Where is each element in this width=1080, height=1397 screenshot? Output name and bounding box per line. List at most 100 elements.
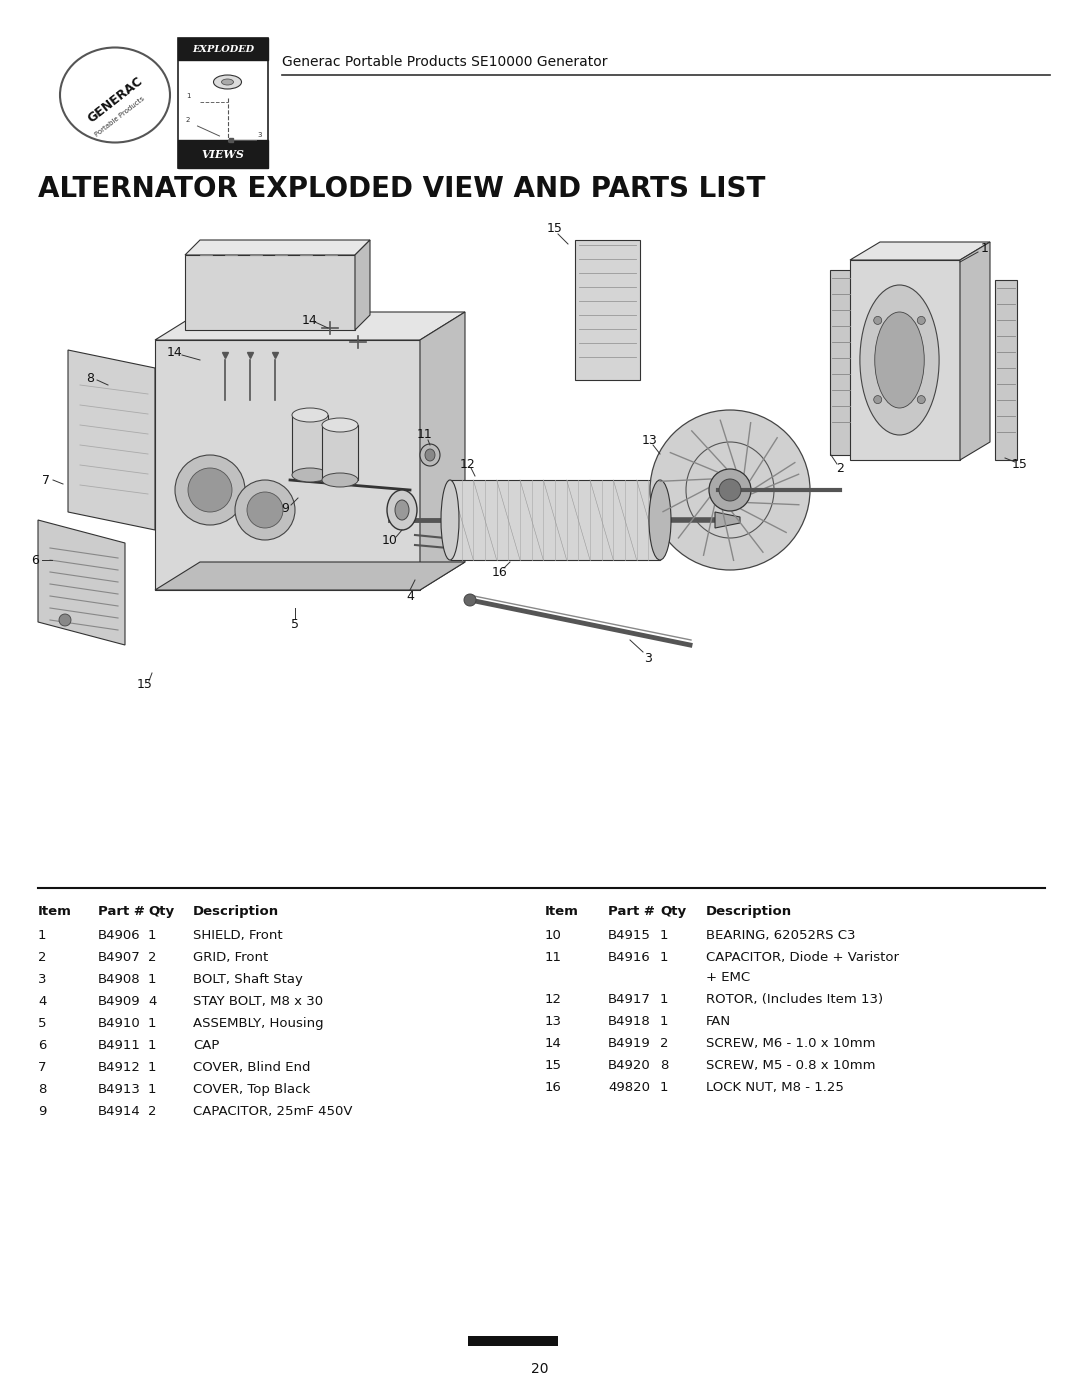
Ellipse shape xyxy=(59,615,71,626)
Text: 2: 2 xyxy=(186,117,190,123)
Ellipse shape xyxy=(917,316,926,324)
Polygon shape xyxy=(450,481,660,560)
Text: B4906: B4906 xyxy=(98,929,140,942)
Text: 1: 1 xyxy=(148,1017,157,1030)
Text: 14: 14 xyxy=(167,345,183,359)
Text: SCREW, M5 - 0.8 x 10mm: SCREW, M5 - 0.8 x 10mm xyxy=(706,1059,876,1073)
Text: 1: 1 xyxy=(186,94,190,99)
Text: 15: 15 xyxy=(545,1059,562,1073)
Text: B4909: B4909 xyxy=(98,995,140,1009)
Text: 1: 1 xyxy=(148,1062,157,1074)
Text: 11: 11 xyxy=(545,951,562,964)
Text: 3: 3 xyxy=(257,131,262,138)
Text: 1: 1 xyxy=(660,951,669,964)
Text: ASSEMBLY, Housing: ASSEMBLY, Housing xyxy=(193,1017,324,1030)
Bar xyxy=(178,140,268,168)
Ellipse shape xyxy=(650,409,810,570)
Ellipse shape xyxy=(464,594,476,606)
Text: Part #: Part # xyxy=(98,905,145,918)
Text: 1: 1 xyxy=(660,1016,669,1028)
Text: Qty: Qty xyxy=(148,905,174,918)
Ellipse shape xyxy=(292,468,328,482)
Text: 5: 5 xyxy=(291,619,299,631)
Ellipse shape xyxy=(420,444,440,467)
Polygon shape xyxy=(715,511,740,528)
Ellipse shape xyxy=(426,448,435,461)
Text: 3: 3 xyxy=(38,974,46,986)
Text: 6: 6 xyxy=(38,1039,46,1052)
Ellipse shape xyxy=(649,481,671,560)
Ellipse shape xyxy=(875,312,924,408)
Text: 6: 6 xyxy=(31,553,39,567)
Text: B4919: B4919 xyxy=(608,1038,651,1051)
Polygon shape xyxy=(420,312,465,590)
Polygon shape xyxy=(960,242,990,460)
Polygon shape xyxy=(156,339,420,590)
Text: B4914: B4914 xyxy=(98,1105,140,1118)
Text: 7: 7 xyxy=(42,474,50,486)
Text: EXPLODED: EXPLODED xyxy=(192,45,254,53)
Ellipse shape xyxy=(60,47,170,142)
Polygon shape xyxy=(292,415,328,475)
Polygon shape xyxy=(831,270,852,455)
Ellipse shape xyxy=(708,469,751,511)
Ellipse shape xyxy=(221,80,233,85)
Text: CAPACITOR, Diode + Varistor: CAPACITOR, Diode + Varistor xyxy=(706,951,899,964)
Bar xyxy=(178,38,268,168)
Text: 13: 13 xyxy=(643,433,658,447)
Polygon shape xyxy=(995,279,1017,460)
Ellipse shape xyxy=(917,395,926,404)
Text: B4918: B4918 xyxy=(608,1016,651,1028)
Polygon shape xyxy=(38,520,125,645)
Text: 14: 14 xyxy=(302,313,318,327)
Text: 2: 2 xyxy=(148,1105,157,1118)
Text: 2: 2 xyxy=(660,1038,669,1051)
Text: FAN: FAN xyxy=(706,1016,731,1028)
Text: ROTOR, (Includes Item 13): ROTOR, (Includes Item 13) xyxy=(706,993,883,1006)
Text: 1: 1 xyxy=(38,929,46,942)
Text: B4916: B4916 xyxy=(608,951,651,964)
Text: Qty: Qty xyxy=(660,905,686,918)
Text: CAPACITOR, 25mF 450V: CAPACITOR, 25mF 450V xyxy=(193,1105,352,1118)
Text: STAY BOLT, M8 x 30: STAY BOLT, M8 x 30 xyxy=(193,995,323,1009)
Text: 20: 20 xyxy=(531,1362,549,1376)
Polygon shape xyxy=(156,562,465,590)
Text: B4907: B4907 xyxy=(98,951,140,964)
Text: B4911: B4911 xyxy=(98,1039,140,1052)
Text: 14: 14 xyxy=(545,1038,562,1051)
Text: 10: 10 xyxy=(382,534,397,546)
Text: 1: 1 xyxy=(660,993,669,1006)
Text: BEARING, 62052RS C3: BEARING, 62052RS C3 xyxy=(706,929,855,942)
Text: 4: 4 xyxy=(148,995,157,1009)
Text: B4920: B4920 xyxy=(608,1059,651,1073)
Text: B4915: B4915 xyxy=(608,929,651,942)
Polygon shape xyxy=(185,256,355,330)
Text: 1: 1 xyxy=(981,242,989,254)
Text: + EMC: + EMC xyxy=(706,971,751,985)
Text: 12: 12 xyxy=(545,993,562,1006)
Ellipse shape xyxy=(860,285,940,434)
Text: ALTERNATOR EXPLODED VIEW AND PARTS LIST: ALTERNATOR EXPLODED VIEW AND PARTS LIST xyxy=(38,175,766,203)
Text: Description: Description xyxy=(193,905,279,918)
Text: 15: 15 xyxy=(1012,458,1028,472)
Text: 4: 4 xyxy=(406,590,414,602)
Text: Generac Portable Products SE10000 Generator: Generac Portable Products SE10000 Genera… xyxy=(282,54,607,68)
Text: COVER, Blind End: COVER, Blind End xyxy=(193,1062,311,1074)
Text: COVER, Top Black: COVER, Top Black xyxy=(193,1083,310,1097)
Text: 1: 1 xyxy=(660,929,669,942)
Text: GRID, Front: GRID, Front xyxy=(193,951,268,964)
Polygon shape xyxy=(850,242,990,260)
Text: 5: 5 xyxy=(38,1017,46,1030)
Ellipse shape xyxy=(247,492,283,528)
Text: B4910: B4910 xyxy=(98,1017,140,1030)
Ellipse shape xyxy=(874,316,881,324)
Text: 15: 15 xyxy=(137,679,153,692)
Text: 49820: 49820 xyxy=(608,1081,650,1094)
Text: B4908: B4908 xyxy=(98,974,140,986)
Text: 7: 7 xyxy=(38,1062,46,1074)
Text: Portable Products: Portable Products xyxy=(94,96,146,138)
Text: 16: 16 xyxy=(545,1081,562,1094)
Polygon shape xyxy=(355,240,370,330)
Text: 1: 1 xyxy=(148,1083,157,1097)
Text: B4912: B4912 xyxy=(98,1062,140,1074)
